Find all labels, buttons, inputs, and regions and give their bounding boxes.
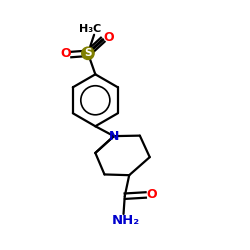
Text: NH₂: NH₂	[112, 214, 140, 228]
Text: O: O	[103, 31, 114, 44]
Text: H₃C: H₃C	[78, 24, 101, 34]
Text: N: N	[109, 130, 119, 142]
Text: O: O	[60, 47, 71, 60]
Text: S: S	[84, 48, 92, 58]
Circle shape	[82, 47, 94, 60]
Text: O: O	[146, 188, 156, 201]
